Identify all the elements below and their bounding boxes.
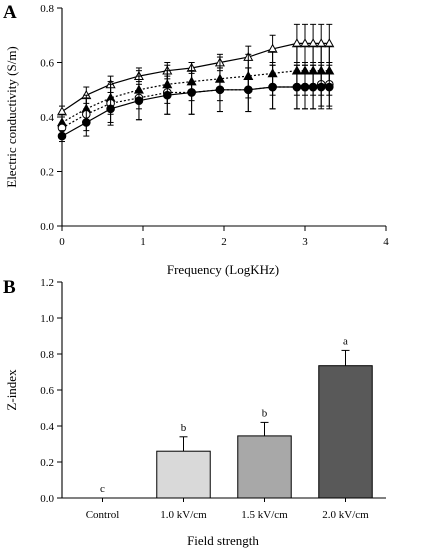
panel-a-x-tick-label: 4 [383, 236, 389, 248]
data-point [187, 88, 196, 97]
panel-b-y-tick-label: 1.0 [40, 313, 54, 325]
x-tick-label: Control [86, 509, 120, 521]
data-point [300, 82, 310, 92]
panel-b-y-axis-title: Z-index [4, 369, 19, 411]
data-point [82, 118, 91, 127]
panel-b-x-axis-title: Field strength [187, 533, 259, 548]
bar-group: b 1.0 kV/cm [156, 422, 211, 521]
data-point [308, 82, 318, 92]
significance-letter: c [100, 483, 105, 495]
panel-a-series-2 [56, 45, 335, 132]
panel-a-series [56, 23, 335, 143]
data-point [134, 96, 144, 105]
data-point [292, 82, 302, 92]
panel-b-bars: c Control b 1.0 kV/cm b 1.5 kV/cm a 2.0 kV/cm [86, 335, 373, 521]
panel-b-y-tick-label: 0.2 [40, 457, 54, 469]
data-point [57, 131, 67, 141]
data-point [316, 82, 326, 92]
x-tick-label: 2.0 kV/cm [322, 509, 369, 521]
bar-group: c Control [86, 483, 120, 521]
panel-a-x-tick-label: 2 [221, 236, 227, 248]
panel-a-x-tick-label: 3 [302, 236, 308, 248]
panel-a-y-axis-title: Electric conductivity (S/m) [4, 46, 19, 188]
panel-a-x-tick-label: 0 [59, 236, 65, 248]
significance-letter: a [343, 335, 348, 347]
data-point [215, 85, 225, 95]
x-tick-label: 1.0 kV/cm [160, 509, 207, 521]
bar [318, 365, 373, 499]
significance-letter: b [181, 422, 187, 434]
panel-b-y-tick-label: 0.8 [40, 349, 54, 361]
panel-b-label: B [3, 277, 16, 298]
series-line [61, 86, 330, 137]
panel-b: B Z-index Field strength 0.0 0.2 0.4 0.6 0.8… [3, 277, 386, 548]
panel-a-label: A [3, 2, 17, 23]
x-tick-label: 1.5 kV/cm [241, 509, 288, 521]
panel-a-y-tick-label: 0.2 [40, 167, 54, 179]
panel-a-y-tick-label: 0.6 [40, 58, 54, 70]
panel-a-x-tick-label: 1 [140, 236, 146, 248]
panel-b-y-tick-label: 1.2 [40, 277, 54, 289]
series-line [61, 70, 330, 124]
panel-b-y-tick-label: 0.0 [40, 493, 54, 505]
panel-a-axes: 0.0 0.2 0.4 0.6 0.8 0 1 2 3 4 [40, 3, 389, 248]
data-point [244, 85, 253, 95]
panel-a: A Electric conductivity (S/m) Frequency … [3, 2, 389, 277]
panel-b-y-tick-label: 0.4 [40, 421, 54, 433]
data-point [268, 82, 277, 92]
panel-b-y-tick-label: 0.6 [40, 385, 54, 397]
panel-a-series-4 [57, 64, 334, 143]
data-point [106, 104, 115, 114]
panel-a-y-tick-label: 0.4 [40, 112, 54, 124]
series-line [61, 83, 330, 129]
panel-a-y-tick-label: 0.8 [40, 3, 54, 15]
bar-group: a 2.0 kV/cm [318, 335, 373, 521]
panel-a-x-axis-title: Frequency (LogKHz) [167, 262, 279, 277]
bar [237, 435, 292, 499]
bar [156, 450, 211, 499]
panel-a-series-3 [57, 62, 334, 140]
panel-a-y-tick-label: 0.0 [40, 221, 54, 233]
significance-letter: b [262, 407, 268, 419]
bar-group: b 1.5 kV/cm [237, 407, 292, 521]
data-point [163, 90, 172, 100]
data-point [325, 82, 334, 92]
